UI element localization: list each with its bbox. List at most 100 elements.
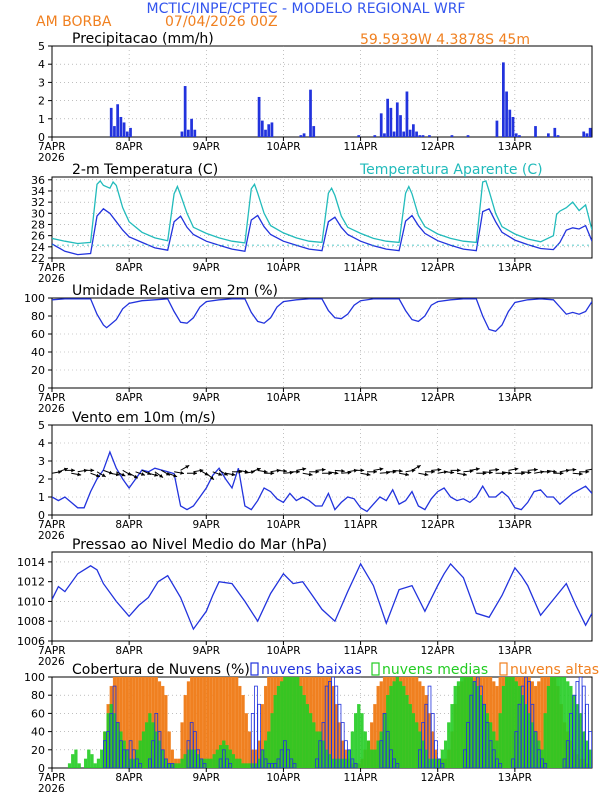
wind-vector-head (424, 472, 429, 477)
cloud-bar-nuvens-altas (209, 677, 213, 768)
x-tick-label: 13APR (498, 141, 532, 153)
cloud-bar-nuvens-medias (212, 754, 216, 768)
cloud-bar-nuvens-altas (241, 695, 245, 768)
cloud-bar-nuvens-medias (395, 677, 399, 768)
cloud-bar-nuvens-medias (103, 731, 107, 768)
cloud-bar-nuvens-medias (360, 713, 364, 768)
cloud-bar-nuvens-medias (514, 681, 518, 768)
precip-bar (113, 126, 116, 137)
cloud-bar-nuvens-medias (527, 713, 531, 768)
cloud-bar-nuvens-medias (196, 754, 200, 768)
precip-bar (264, 129, 267, 137)
cloud-bar-nuvens-medias (482, 704, 486, 768)
wind-vector-head (360, 468, 365, 473)
wind-vector-head (366, 472, 371, 477)
cloud-bar-nuvens-medias (415, 722, 419, 768)
legend-label: nuvens medias (382, 662, 488, 678)
panel-title: Pressao ao Nivel Medio do Mar (hPa) (72, 537, 327, 553)
cloud-bar-nuvens-medias (366, 740, 371, 768)
y-tick-label: 26 (31, 230, 45, 243)
precip-bar (386, 98, 390, 137)
wind-vector-head (379, 467, 384, 472)
wind-vector-head (173, 473, 178, 478)
panel-data-wind (52, 450, 592, 513)
cloud-bar-nuvens-medias (157, 740, 162, 768)
wind-vector-head (263, 469, 268, 474)
precip-bar (505, 91, 508, 137)
x-tick-label: 12APR (421, 519, 455, 531)
cloud-bar-nuvens-medias (254, 763, 258, 768)
cloud-bar-nuvens-medias (347, 749, 351, 768)
cloud-bar-nuvens-medias (283, 677, 287, 768)
cloud-bar-nuvens-altas (331, 685, 335, 768)
cloud-bar-nuvens-medias (241, 763, 245, 768)
wind-vector-head (463, 472, 467, 477)
y-tick-label: 100 (24, 292, 45, 305)
cloud-bar-nuvens-baixas (292, 763, 297, 768)
x-tick-label: 9APR (193, 772, 221, 784)
cloud-bar-nuvens-medias (67, 763, 72, 768)
cloud-bar-nuvens-medias (173, 763, 178, 768)
panel-data-rh (52, 298, 592, 333)
cloud-bar-nuvens-medias (312, 722, 316, 768)
precip-bar (357, 135, 361, 137)
cloud-bar-nuvens-altas (247, 731, 252, 768)
y-tick-label: 100 (24, 671, 45, 684)
cloud-bar-nuvens-medias (138, 740, 142, 768)
cloud-bar-nuvens-medias (305, 704, 309, 768)
x-tick-label: 7APR (38, 519, 66, 531)
precip-bar (373, 135, 377, 137)
x-tick-label: 13APR (498, 645, 532, 657)
x-tick-label: 12APR (421, 392, 455, 404)
legend-swatch (499, 662, 508, 676)
cloud-bar-nuvens-medias (460, 677, 464, 768)
cloud-bar-nuvens-medias (289, 677, 293, 768)
cloud-bar-nuvens-medias (292, 677, 297, 768)
precip-bar (270, 122, 274, 137)
cloud-bar-nuvens-altas (167, 731, 171, 768)
x-tick-label: 13APR (498, 519, 532, 531)
wind-vector-head (457, 468, 461, 473)
panel-pressure: 1006 1008 1010 1012 1014 7APR 8APR 9APR 10APR 11A… (17, 537, 593, 668)
precip-bar (547, 133, 550, 137)
cloud-bar-nuvens-medias (296, 677, 300, 768)
y-tick-label: 1012 (17, 576, 45, 589)
cloud-bar-nuvens-baixas (138, 763, 143, 768)
x-tick-label: 8APR (115, 645, 143, 657)
cloud-bar-nuvens-baixas (228, 763, 233, 768)
x-tick-label: 8APR (115, 392, 143, 404)
cloud-bar-nuvens-medias (517, 685, 522, 768)
y-tick-label: 1 (38, 491, 45, 504)
wind-vector-head (283, 469, 287, 473)
wind-vector-head (514, 467, 519, 472)
precip-bar (392, 131, 396, 137)
precip-bar (383, 133, 386, 137)
precip-bar (412, 124, 415, 137)
cloud-bar-nuvens-medias (556, 677, 560, 768)
panel-frame (51, 551, 593, 642)
cloud-bar-nuvens-altas (128, 677, 133, 768)
cloud-bar-nuvens-medias (408, 704, 412, 768)
y-tick-label: 2 (38, 95, 45, 108)
cloud-bar-nuvens-medias (382, 713, 387, 768)
cloud-bar-nuvens-medias (508, 677, 512, 768)
y-tick-label: 1006 (17, 635, 45, 648)
panel-wind: 0 1 2 3 4 5 7APR 8APR 9APR 10APR 11APR 12APR 13APR 20… (38, 410, 593, 542)
wind-vector-head (579, 471, 583, 476)
wind-vector-head (121, 472, 126, 477)
wind-vector-head (341, 469, 345, 473)
wind-vector (585, 468, 592, 471)
y-tick-label: 0 (38, 382, 45, 395)
precip-bar (187, 129, 190, 137)
cloud-bar-nuvens-medias (177, 763, 181, 768)
x-year-label: 2026 (38, 152, 65, 164)
precip-bar (312, 126, 316, 137)
cloud-bar-nuvens-altas (141, 677, 146, 768)
cloud-bar-nuvens-medias (585, 740, 589, 768)
cloud-bar-nuvens-baixas (170, 763, 175, 768)
x-tick-label: 9APR (193, 262, 221, 274)
precip-bar (582, 131, 586, 137)
cloud-bar-nuvens-medias (350, 731, 354, 768)
precip-bar (257, 96, 261, 137)
cloud-bar-nuvens-medias (341, 758, 345, 768)
